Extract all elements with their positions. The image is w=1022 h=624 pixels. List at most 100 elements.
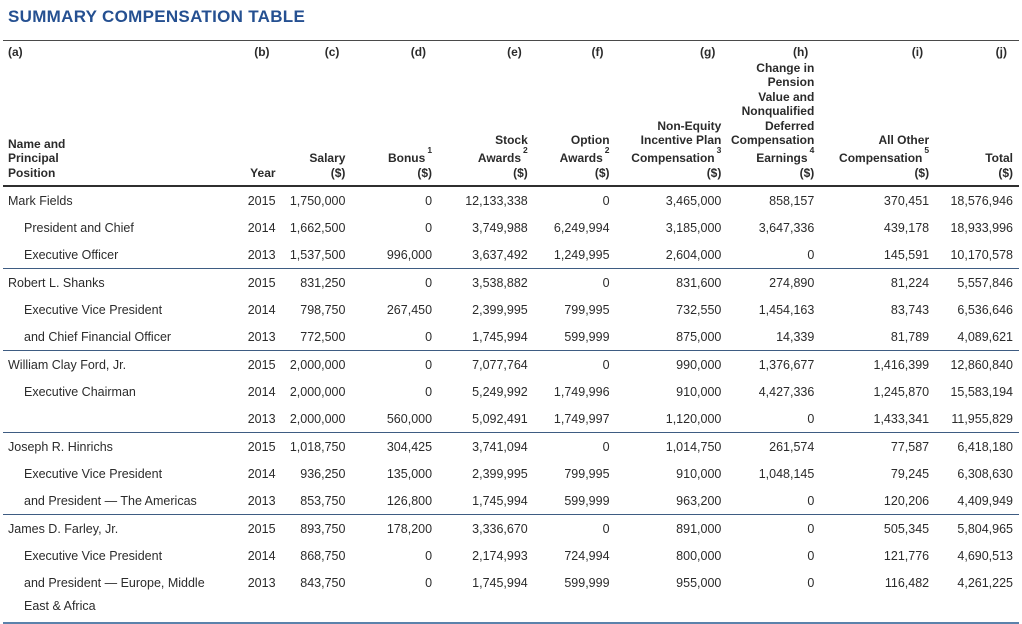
cell-total: 4,089,621 [935,323,1019,352]
table-row: James D. Farley, Jr. 2015 893,750 178,200 3,… [3,515,1019,543]
executive-title-line: Executive Vice President [24,302,163,317]
cell-total: 10,170,578 [935,241,1019,270]
table-row: Mark Fields 2015 1,750,000 0 12,133,338 0 3,46… [3,186,1019,214]
cell-salary: 798,750 [300,302,346,317]
col-header-option-awards: Option Awards2 ($) [533,59,616,188]
col-header-salary: Salary ($) [281,59,352,188]
executive-name: Mark Fields [8,193,73,208]
col-letter-a: (a) [8,45,23,59]
cell-year: 2013 [234,487,282,516]
cell-pension: 0 [727,241,821,270]
cell-bonus: 0 [351,323,439,352]
table-row: Joseph R. Hinrichs 2015 1,018,750 304,425 3,… [3,433,1019,461]
cell-pension: 1,376,677 [758,357,815,372]
col-letter-d: (d) [410,45,427,59]
cell-option_awards [533,596,616,624]
cell-non_equity: 831,600 [676,275,722,290]
table-row: and Chief Financial Officer 2013 772,500 0 1… [3,323,1019,352]
cell-pension: 1,048,145 [758,466,815,481]
cell-salary: 1,750,000 [289,193,346,208]
cell-all_other: 505,345 [883,521,930,536]
cell-salary: 853,750 [281,487,352,516]
cell-option_awards: 599,999 [533,323,616,352]
cell-year: 2015 [247,193,276,208]
cell-total: 18,933,996 [950,220,1013,235]
table-body: Mark Fields 2015 1,750,000 0 12,133,338 0 3,46… [3,186,1019,624]
table-row: Executive Chairman 2014 2,000,000 0 5,249,99… [3,378,1019,405]
cell-total: 4,409,949 [935,487,1019,516]
cell-salary: 1,018,750 [289,439,346,454]
cell-all_other: 83,743 [890,302,930,317]
cell-salary: 772,500 [281,323,352,352]
executive-name: Robert L. Shanks [8,275,105,290]
header-line: Year [250,165,276,180]
cell-pension: 858,157 [769,193,815,208]
header-line: Nonqualified [741,104,815,119]
cell-stock_awards: 3,637,492 [438,241,534,270]
footnote-ref: 2 [604,145,610,156]
cell-stock_awards: 3,336,670 [472,521,528,536]
cell-non_equity: 3,465,000 [665,193,722,208]
footnote-ref: 2 [523,145,528,156]
cell-pension [727,596,821,624]
cell-non_equity: 910,000 [676,466,722,481]
cell-non_equity: 910,000 [676,384,722,399]
cell-non_equity: 800,000 [676,548,722,563]
cell-stock_awards [438,596,534,624]
cell-total: 6,418,180 [957,439,1013,454]
header-line: Stock [495,133,528,148]
cell-non_equity: 875,000 [615,323,728,352]
cell-salary: 843,750 [300,575,346,590]
cell-stock_awards: 1,745,994 [438,487,534,516]
cell-all_other: 121,776 [883,548,930,563]
cell-non_equity: 955,000 [676,575,722,590]
col-letter-e: (e) [507,45,522,59]
cell-pension: 274,890 [769,275,815,290]
header-line: Salary [309,151,346,166]
executive-title-line: President and Chief [24,220,134,235]
cell-stock_awards: 7,077,764 [472,357,528,372]
header-line: Bonus1 [387,145,433,166]
cell-all_other: 120,206 [820,487,936,516]
col-header-total: Total ($) [935,59,1019,188]
cell-all_other: 77,587 [890,439,930,454]
executive-title-line: Executive Vice President [24,466,163,481]
cell-total: 4,261,225 [957,575,1013,590]
cell-pension: 1,454,163 [758,302,815,317]
cell-year: 2015 [247,357,276,372]
header-line: ($) [706,165,722,180]
cell-pension: 14,339 [727,323,821,352]
cell-year: 2015 [247,521,276,536]
header-line: Earnings4 [756,145,815,166]
executive-name: Joseph R. Hinrichs [8,439,113,454]
cell-year: 2014 [247,548,276,563]
cell-bonus: 267,450 [386,302,433,317]
cell-option_awards: 0 [602,357,610,372]
cell-salary: 893,750 [300,521,346,536]
cell-all_other: 370,451 [883,193,930,208]
col-letter-f: (f) [591,45,604,59]
cell-total: 12,860,840 [950,357,1013,372]
executive-name: James D. Farley, Jr. [8,521,119,536]
cell-stock_awards: 3,749,988 [472,220,528,235]
table-row: and President — The Americas 2013 853,750 1… [3,487,1019,516]
footnote-ref: 5 [924,145,930,156]
cell-non_equity: 732,550 [676,302,722,317]
col-letter-g: (g) [700,45,716,59]
header-line: Pension [767,75,815,90]
cell-pension: 0 [807,575,815,590]
executive-title-line: Executive Chairman [24,384,136,399]
cell-option_awards: 0 [602,521,610,536]
cell-non_equity: 2,604,000 [615,241,728,270]
cell-bonus: 126,800 [351,487,439,516]
cell-year: 2013 [234,241,282,270]
cell-bonus: 0 [425,357,433,372]
cell-total [935,596,1019,624]
cell-all_other: 1,416,399 [873,357,930,372]
cell-bonus: 0 [425,220,433,235]
cell-bonus: 996,000 [351,241,439,270]
executive-title-line: Executive Vice President [24,548,163,563]
cell-salary: 868,750 [300,548,346,563]
cell-pension: 0 [807,548,815,563]
cell-all_other: 145,591 [820,241,936,270]
